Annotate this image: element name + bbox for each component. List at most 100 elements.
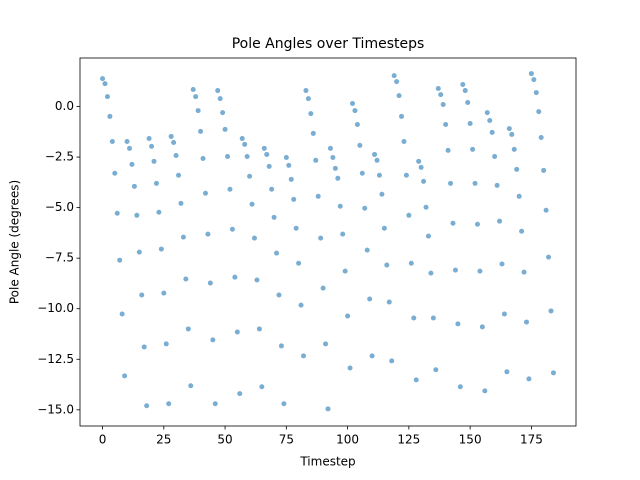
point	[296, 260, 302, 266]
point	[234, 329, 240, 335]
point	[482, 388, 488, 394]
point	[428, 270, 434, 276]
point	[293, 225, 299, 231]
point	[494, 182, 500, 188]
point	[178, 200, 184, 206]
point	[455, 321, 461, 327]
point	[313, 157, 319, 163]
point	[340, 231, 346, 237]
point	[198, 128, 204, 134]
point	[271, 214, 277, 220]
point	[102, 81, 108, 87]
point	[127, 145, 133, 151]
point	[212, 401, 218, 407]
point	[438, 92, 444, 98]
point	[533, 90, 539, 96]
point	[391, 73, 397, 79]
point	[109, 139, 115, 145]
x-tick-label: 100	[336, 433, 359, 447]
y-tick-label: −12.5	[37, 352, 74, 366]
point	[516, 193, 522, 199]
point	[389, 358, 395, 364]
point	[158, 246, 164, 252]
point	[171, 140, 177, 146]
point	[114, 210, 120, 216]
point	[242, 141, 248, 147]
point	[425, 233, 431, 239]
point	[394, 79, 400, 85]
point	[536, 109, 542, 115]
point	[523, 319, 529, 325]
point	[479, 324, 485, 330]
point	[205, 231, 211, 237]
x-tick-label: 125	[397, 433, 420, 447]
point	[274, 250, 280, 256]
point	[350, 100, 356, 106]
point	[200, 155, 206, 161]
point	[462, 88, 468, 94]
point	[411, 315, 417, 321]
point	[276, 292, 282, 298]
point	[484, 110, 490, 116]
point	[531, 77, 537, 83]
point	[406, 212, 412, 218]
point	[202, 190, 208, 196]
point	[416, 158, 422, 164]
x-tick-label: 0	[99, 433, 107, 447]
point	[345, 313, 351, 319]
point	[190, 87, 196, 93]
point	[100, 76, 106, 82]
point	[207, 280, 213, 286]
point	[286, 162, 292, 168]
point	[161, 290, 167, 296]
point	[176, 172, 182, 178]
point	[136, 249, 142, 255]
point	[210, 337, 216, 343]
point	[342, 268, 348, 274]
point	[256, 326, 262, 332]
point	[497, 218, 503, 224]
point	[291, 196, 297, 202]
point	[369, 353, 375, 359]
y-tick-label: −15.0	[37, 402, 74, 416]
point	[249, 201, 255, 207]
point	[526, 376, 532, 382]
point	[320, 285, 326, 291]
point	[239, 135, 245, 141]
point	[337, 203, 343, 209]
point	[288, 176, 294, 182]
point	[543, 207, 549, 213]
point	[259, 384, 265, 390]
point	[477, 268, 483, 274]
point	[195, 108, 201, 114]
point	[220, 110, 226, 116]
point	[112, 170, 118, 176]
point	[129, 161, 135, 167]
point	[519, 228, 525, 234]
point	[403, 172, 409, 178]
point	[318, 235, 324, 241]
point	[467, 121, 473, 127]
point	[421, 178, 427, 184]
point	[506, 126, 512, 132]
point	[472, 180, 478, 186]
point	[457, 384, 463, 390]
point	[372, 151, 378, 157]
x-tick-label: 175	[520, 433, 543, 447]
point	[188, 383, 194, 389]
point	[119, 311, 125, 317]
point	[504, 369, 510, 375]
point	[298, 302, 304, 308]
x-tick-label: 75	[279, 433, 294, 447]
point	[347, 365, 353, 371]
point	[374, 157, 380, 163]
y-axis-label: Pole Angle (degrees)	[8, 180, 22, 304]
point	[354, 122, 360, 128]
point	[139, 292, 145, 298]
point	[122, 373, 128, 379]
point	[435, 86, 441, 92]
point	[492, 153, 498, 159]
plot-frame	[79, 57, 577, 427]
point	[156, 209, 162, 215]
point	[237, 391, 243, 397]
